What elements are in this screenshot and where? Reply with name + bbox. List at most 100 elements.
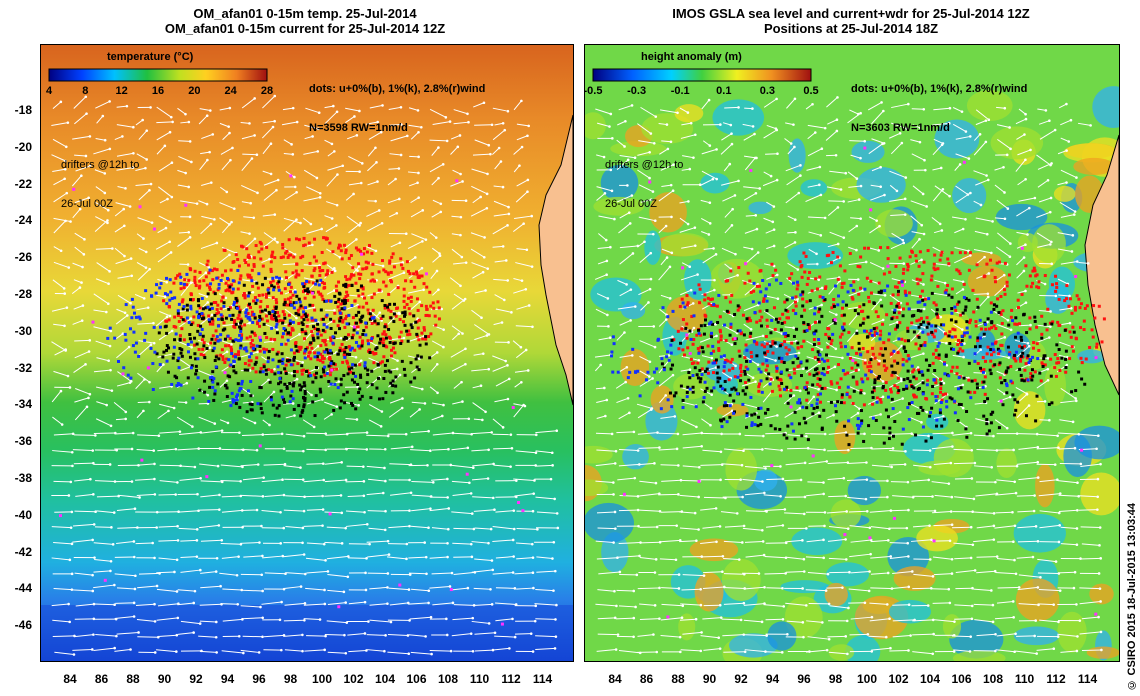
current-arrow-head	[761, 540, 765, 543]
current-arrow	[411, 401, 426, 404]
drifter-dot	[214, 300, 218, 304]
drifter-dot	[281, 319, 285, 323]
current-arrow-head	[397, 167, 401, 170]
current-arrow-head	[446, 541, 449, 545]
current-arrow	[156, 364, 164, 373]
current-arrow-head	[261, 635, 264, 639]
current-arrow	[743, 133, 755, 141]
drifter-dot	[301, 254, 305, 258]
current-arrow	[1018, 446, 1038, 450]
current-arrow-head	[754, 380, 757, 384]
current-arrow	[114, 432, 134, 435]
current-arrow-head	[909, 634, 912, 637]
current-arrow-head	[772, 264, 776, 268]
current-arrow	[326, 526, 346, 529]
current-arrow-head	[628, 411, 631, 415]
current-arrow-head	[301, 478, 305, 481]
current-arrow	[305, 107, 320, 114]
drifter-dot	[205, 475, 209, 479]
current-arrow-head	[490, 559, 494, 562]
drifter-dot	[359, 375, 363, 379]
current-arrow	[932, 556, 953, 560]
current-arrow-head	[991, 603, 995, 607]
current-arrow-head	[714, 253, 718, 256]
drifter-dot	[215, 268, 219, 272]
current-arrow	[346, 215, 360, 226]
drifter-dot	[245, 247, 249, 251]
current-arrow	[912, 525, 930, 528]
drifter-dot	[412, 272, 416, 276]
current-arrow-head	[632, 589, 636, 593]
anomaly-blob	[649, 192, 687, 233]
current-arrow-head	[324, 432, 328, 435]
current-arrow	[1057, 182, 1067, 186]
drifter-dot	[91, 320, 95, 324]
current-arrow	[115, 602, 135, 604]
drifter-dot	[374, 352, 378, 356]
drifter-dot	[219, 278, 223, 282]
current-arrow-head	[132, 540, 136, 543]
current-arrow	[304, 124, 319, 130]
current-arrow	[826, 414, 834, 419]
current-arrow	[242, 635, 263, 638]
current-arrow-head	[971, 586, 974, 590]
drifter-dot	[343, 401, 347, 405]
drifter-dot	[342, 373, 346, 377]
drifter-dot	[300, 364, 304, 368]
current-arrow	[1037, 558, 1057, 563]
current-arrow-head	[101, 114, 105, 118]
drifter-dot	[181, 307, 185, 311]
current-arrow	[474, 334, 488, 341]
current-arrow-head	[947, 587, 951, 591]
current-arrow-head	[109, 368, 112, 372]
current-arrow-head	[1068, 321, 1072, 325]
current-arrow	[700, 217, 711, 224]
current-arrow-head	[199, 568, 202, 572]
current-arrow-head	[310, 393, 313, 397]
current-arrow-head	[83, 238, 86, 241]
current-arrow	[75, 388, 91, 395]
drifter-dot	[168, 278, 172, 282]
drifter-dot	[302, 244, 306, 248]
current-arrow-head	[386, 572, 390, 575]
current-arrow	[975, 217, 993, 222]
current-arrow	[159, 403, 175, 409]
current-arrow	[934, 494, 952, 498]
current-arrow-head	[220, 538, 224, 542]
current-arrow	[1016, 556, 1033, 559]
current-arrow-head	[618, 570, 622, 574]
current-arrow-head	[715, 540, 718, 544]
current-arrow	[828, 495, 846, 498]
drifter-dot	[384, 284, 388, 288]
current-arrow-head	[70, 510, 74, 514]
drifter-dot	[391, 346, 395, 350]
current-arrow-head	[552, 540, 556, 544]
current-arrow-head	[649, 408, 653, 411]
current-arrow-head	[508, 647, 511, 650]
drifter-dot	[322, 323, 326, 327]
current-arrow-head	[648, 360, 652, 364]
drifter-dot	[385, 359, 389, 363]
drifter-dot	[251, 346, 255, 350]
drifter-dot	[383, 306, 387, 310]
current-arrow-head	[760, 620, 764, 624]
current-arrow-head	[970, 617, 974, 621]
current-arrow-head	[803, 461, 807, 465]
current-arrow-head	[857, 198, 861, 201]
drifter-dot	[195, 310, 199, 314]
drifter-dot	[234, 371, 238, 375]
current-arrow-head	[81, 304, 85, 307]
current-arrow	[326, 555, 349, 560]
drifter-dot	[212, 290, 216, 294]
current-arrow-head	[170, 329, 174, 333]
current-arrow	[806, 649, 828, 653]
current-arrow	[682, 432, 702, 436]
current-arrow	[1016, 405, 1030, 419]
drifter-dot	[259, 402, 263, 406]
current-arrow-head	[699, 649, 703, 653]
current-arrow	[52, 450, 73, 453]
drifter-dot	[223, 337, 227, 341]
current-arrow-head	[880, 101, 883, 104]
current-arrow	[994, 285, 1006, 297]
drifter-dot	[199, 352, 203, 356]
